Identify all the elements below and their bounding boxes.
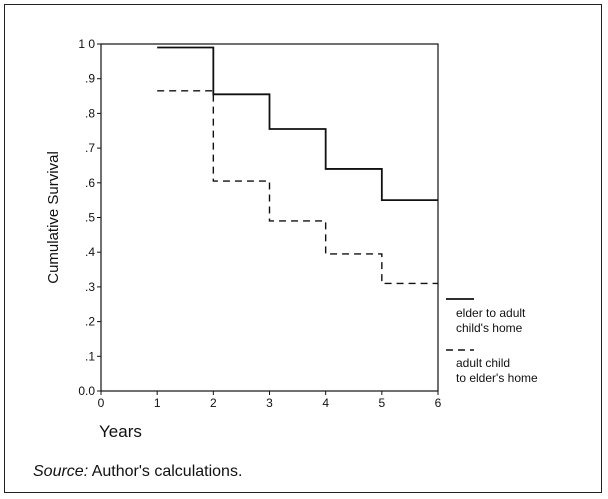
source-label: Source: [33, 463, 89, 480]
figure-frame [4, 4, 602, 493]
y-tick-label: 0.0 [78, 384, 95, 398]
x-axis-ticks: 0 1 2 3 4 5 6 [98, 391, 442, 410]
source-text: Author's calculations. [91, 463, 243, 480]
y-tick-label: .1 [85, 349, 95, 363]
y-axis-label: Cumulative Survival [45, 151, 62, 284]
y-tick-label: .2 [85, 315, 95, 329]
x-axis-label: Years [99, 422, 142, 441]
y-tick-label: .7 [85, 141, 95, 155]
x-tick-label: 6 [435, 396, 442, 410]
y-tick-label: .3 [85, 280, 95, 294]
x-tick-label: 1 [154, 396, 161, 410]
y-tick-label: .9 [85, 72, 95, 86]
x-tick-label: 0 [98, 396, 105, 410]
y-tick-label: 1 0 [78, 37, 95, 51]
legend-label-2: to elder's home [456, 371, 538, 385]
y-tick-label: .5 [85, 211, 95, 225]
y-tick-label: .6 [85, 176, 95, 190]
legend-label-1: elder to adult [456, 306, 526, 320]
y-axis-ticks: 0.0 .1 .2 .3 .4 .5 .6 .7 .8 .9 1 0 [78, 37, 101, 398]
x-tick-label: 4 [322, 396, 329, 410]
x-tick-label: 2 [210, 396, 217, 410]
y-tick-label: .8 [85, 106, 95, 120]
source-note: Source: Author's calculations. [33, 463, 242, 481]
series-line-2 [157, 90, 438, 285]
x-tick-label: 3 [266, 396, 273, 410]
y-tick-label: .4 [85, 245, 95, 259]
series-lines [157, 46, 438, 285]
series-line-1 [157, 46, 438, 202]
legend-label-2: adult child [456, 356, 510, 370]
legend-label-1: child's home [456, 321, 523, 335]
x-tick-label: 5 [378, 396, 385, 410]
